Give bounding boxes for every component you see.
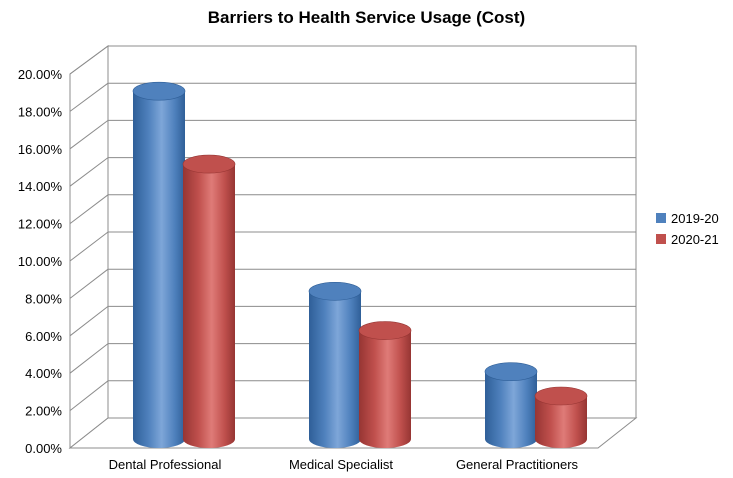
bar-2019-20-dental-professional <box>132 81 186 449</box>
bar-2020-21-medical-specialist <box>358 321 412 448</box>
y-tick-label: 6.00% <box>25 329 62 344</box>
legend-swatch <box>656 213 666 223</box>
y-tick-label: 2.00% <box>25 404 62 419</box>
bars <box>132 81 588 449</box>
bar-body <box>359 330 411 448</box>
bar-top <box>484 362 538 381</box>
y-tick-label: 16.00% <box>18 142 63 157</box>
legend-label: 2020-21 <box>671 232 719 247</box>
y-tick-label: 10.00% <box>18 254 63 269</box>
bar-body <box>535 395 587 448</box>
gridline-side <box>69 119 109 150</box>
bar-2020-21-dental-professional <box>182 154 236 449</box>
legend: 2019-20 2020-21 <box>656 211 719 247</box>
y-tick-label: 4.00% <box>25 366 62 381</box>
gridline-side <box>69 194 109 224</box>
gridline-side <box>69 268 109 299</box>
x-category-label: Dental Professional <box>109 457 222 472</box>
gridline-side <box>69 82 109 112</box>
legend-swatch <box>656 234 666 244</box>
gridline-side <box>69 231 109 262</box>
bar-top <box>358 321 412 340</box>
bar-body <box>309 291 361 448</box>
y-axis-tick-labels: 0.00% 2.00% 4.00% 6.00% 8.00% 10.00% 12.00% 14.… <box>18 67 63 456</box>
bar-top <box>132 81 186 101</box>
bar-2019-20-medical-specialist <box>308 281 362 448</box>
bar-2019-20-general-practitioners <box>484 362 538 448</box>
chart-title: Barriers to Health Service Usage (Cost) <box>207 8 526 27</box>
legend-label: 2019-20 <box>671 211 719 226</box>
bar-top <box>308 281 362 301</box>
bar-2020-21-general-practitioners <box>534 386 588 448</box>
x-axis-category-labels: Dental Professional Medical Specialist Gen… <box>109 457 579 472</box>
bar-top <box>182 154 236 174</box>
gridline-side <box>69 343 109 374</box>
y-tick-label: 12.00% <box>18 217 63 232</box>
bar-body <box>133 91 185 449</box>
gridline-side <box>69 306 109 337</box>
y-tick-label: 18.00% <box>18 104 63 119</box>
bar-body <box>183 164 235 449</box>
y-tick-label: 8.00% <box>25 291 62 306</box>
gridline-side <box>69 157 109 187</box>
bar-body <box>485 371 537 448</box>
y-tick-label: 20.00% <box>18 67 63 82</box>
y-tick-label: 14.00% <box>18 179 63 194</box>
y-tick-label: 0.00% <box>25 441 62 456</box>
x-category-label: General Practitioners <box>456 457 579 472</box>
x-category-label: Medical Specialist <box>289 457 393 472</box>
gridline-side <box>69 380 109 411</box>
bar-top <box>534 386 588 406</box>
gridline-side <box>69 45 109 75</box>
